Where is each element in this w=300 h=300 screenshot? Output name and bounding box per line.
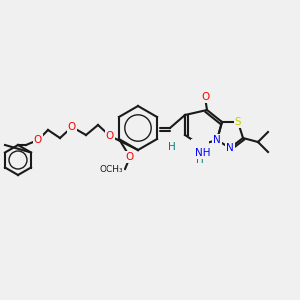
Text: NH: NH: [195, 148, 211, 158]
Text: O: O: [34, 135, 42, 145]
Text: O: O: [201, 92, 209, 102]
Text: O: O: [106, 131, 114, 141]
Text: iNH: iNH: [197, 145, 207, 149]
Text: O: O: [126, 152, 134, 162]
Text: O: O: [126, 152, 134, 162]
Text: OCH₃: OCH₃: [99, 164, 123, 173]
Text: N: N: [226, 143, 234, 153]
Text: O: O: [68, 122, 76, 132]
Text: H: H: [196, 155, 204, 165]
Text: N: N: [213, 135, 221, 145]
Text: S: S: [235, 117, 241, 127]
Text: H: H: [168, 142, 176, 152]
